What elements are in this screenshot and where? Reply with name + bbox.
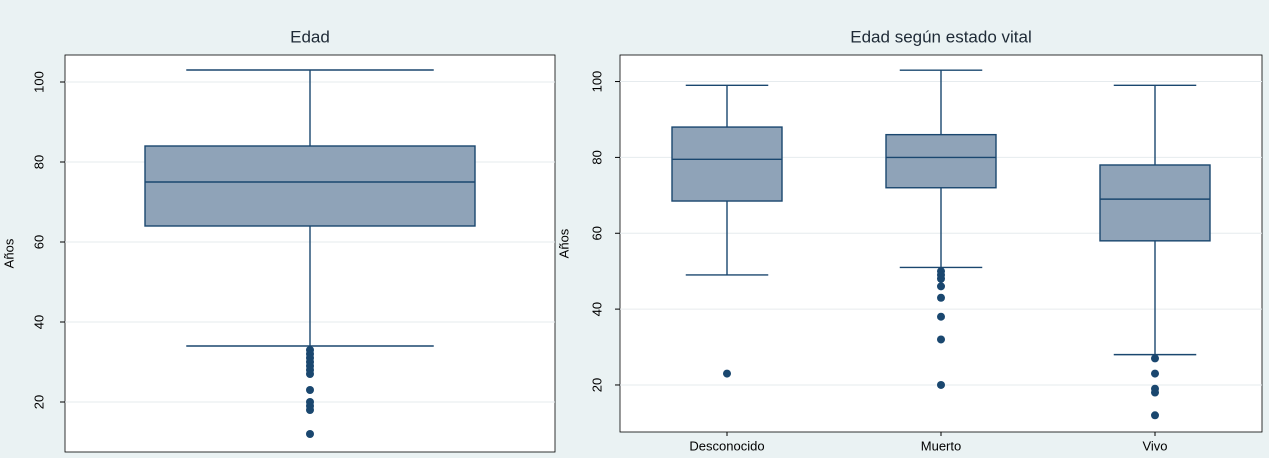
outlier: [937, 380, 945, 389]
outlier: [937, 274, 945, 283]
chart-title: Edad: [290, 27, 330, 46]
outlier: [306, 406, 314, 414]
outlier: [937, 312, 945, 321]
outlier: [1151, 369, 1159, 378]
y-tick-label: 80: [31, 155, 46, 169]
x-tick-label: Vivo: [1142, 438, 1167, 453]
y-tick-label: 60: [589, 226, 604, 240]
y-tick-label: 40: [31, 315, 46, 329]
y-tick-label: 100: [31, 71, 46, 93]
outlier: [306, 370, 314, 378]
outlier: [937, 293, 945, 302]
outlier: [723, 369, 731, 378]
outlier: [306, 430, 314, 438]
outlier: [1151, 388, 1159, 397]
y-tick-label: 20: [31, 395, 46, 409]
box: [144, 145, 476, 227]
box: [885, 133, 997, 189]
box: [1099, 164, 1211, 242]
y-tick-label: 20: [589, 378, 604, 392]
outlier: [1151, 354, 1159, 363]
box: [671, 126, 783, 202]
chart-title: Edad según estado vital: [850, 27, 1031, 46]
y-tick-label: 100: [589, 71, 604, 93]
y-tick-label: 40: [589, 302, 604, 316]
outlier: [937, 335, 945, 344]
y-tick-label: 80: [589, 150, 604, 164]
y-tick-label: 60: [31, 235, 46, 249]
outlier: [306, 386, 314, 394]
outlier: [1151, 411, 1159, 420]
x-tick-label: Desconocido: [689, 438, 764, 453]
y-axis-label: Años: [556, 228, 571, 258]
x-tick-label: Muerto: [921, 438, 961, 453]
outlier: [937, 282, 945, 291]
y-axis-label: Años: [1, 238, 16, 268]
